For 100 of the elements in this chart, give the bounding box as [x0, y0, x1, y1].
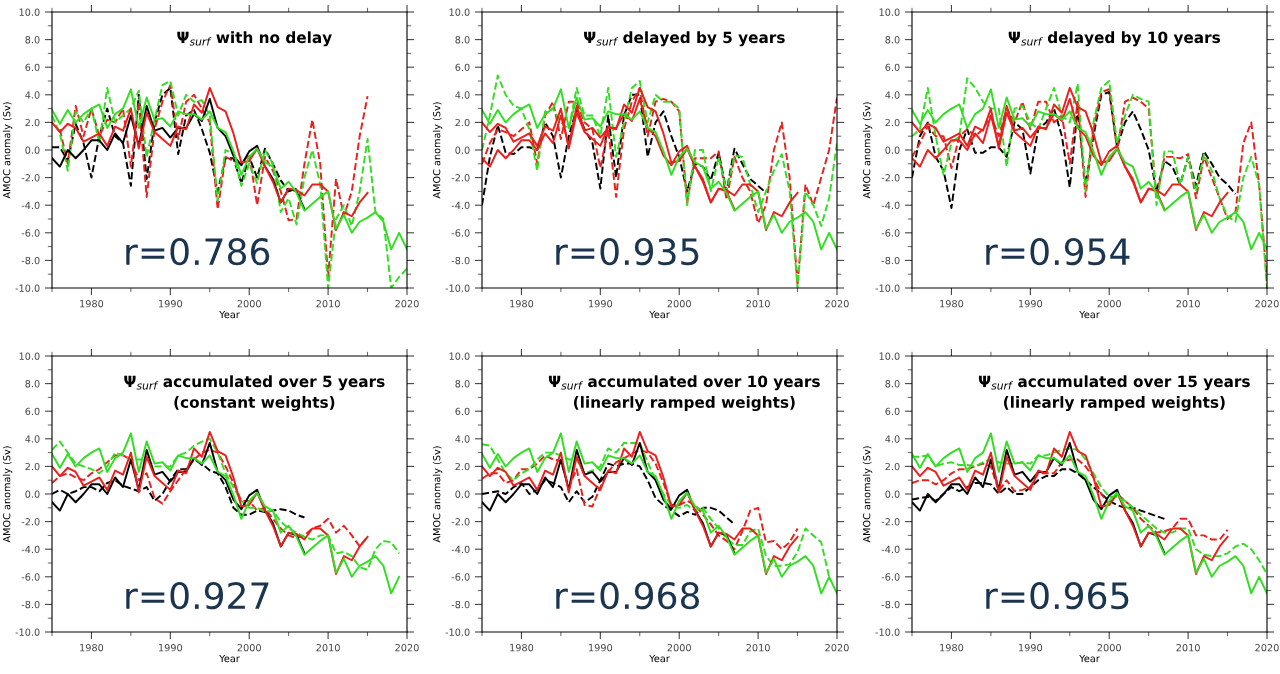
y-tick-label: 0.0: [25, 490, 40, 498]
x-tick-label: 1980: [80, 643, 104, 652]
y-axis-title: AMOC anomaly (Sv): [862, 102, 873, 199]
text: Ψ$_{surf}$ accumulated over 15 years (linearly ramped weights): [978, 375, 1250, 411]
y-tick-label: -8.0: [881, 256, 900, 265]
annotation: r=0.786: [126, 238, 270, 266]
y-tick-label: -10.0: [15, 628, 40, 636]
y-axis-title: AMOC anomaly (Sv): [2, 446, 13, 543]
y-tick-label: -4.0: [881, 201, 900, 210]
x-tick-label: 2020: [1255, 299, 1279, 308]
y-tick-label: 4.0: [885, 91, 900, 99]
x-axis-title: Year: [1079, 310, 1100, 319]
x-tick-label: 1990: [589, 299, 613, 308]
x-tick-label: 2000: [667, 299, 691, 308]
y-tick-label: -4.0: [451, 201, 470, 210]
y-tick-label: -4.0: [21, 545, 40, 554]
y-tick-label: 4.0: [25, 435, 40, 443]
x-tick-label: 2000: [1097, 643, 1121, 652]
y-tick-label: -6.0: [451, 229, 470, 237]
y-tick-label: 0.0: [885, 146, 900, 154]
y-axis-title: AMOC anomaly (Sv): [432, 446, 443, 543]
x-tick-label: 1980: [940, 299, 964, 308]
y-tick-label: 4.0: [885, 435, 900, 443]
y-tick-label: 6.0: [455, 407, 470, 416]
y-tick-label: -6.0: [881, 229, 900, 237]
text: Ψ$_{surf}$ accumulated over 10 years (linearly ramped weights): [548, 375, 820, 411]
y-tick-label: -10.0: [875, 284, 900, 292]
x-tick-label: 2010: [746, 643, 770, 652]
x-tick-label: 1980: [510, 643, 534, 652]
y-tick-label: 4.0: [455, 91, 470, 99]
x-tick-label: 2010: [1176, 299, 1200, 308]
annotation: r=0.968: [556, 582, 700, 610]
y-tick-label: 8.0: [455, 36, 470, 44]
y-tick-label: 6.0: [25, 63, 40, 72]
y-tick-label: 10.0: [449, 8, 470, 16]
x-tick-label: 2010: [746, 299, 770, 308]
y-tick-label: 6.0: [455, 63, 470, 72]
y-tick-label: -6.0: [21, 573, 40, 581]
y-tick-label: -2.0: [881, 174, 900, 182]
x-tick-label: 1980: [510, 299, 534, 308]
x-tick-label: 2000: [237, 643, 261, 652]
y-tick-label: 8.0: [885, 36, 900, 44]
y-tick-label: -8.0: [881, 600, 900, 609]
text: Ψ$_{surf}$ delayed by 5 years: [584, 31, 785, 47]
y-tick-label: 2.0: [885, 118, 900, 127]
y-tick-label: 0.0: [455, 146, 470, 154]
x-tick-label: 1980: [940, 643, 964, 652]
y-tick-label: 8.0: [25, 36, 40, 44]
x-tick-label: 2010: [316, 643, 340, 652]
y-tick-label: 4.0: [25, 91, 40, 99]
x-axis-title: Year: [219, 654, 240, 663]
text: Ψ$_{surf}$ accumulated over 5 years (constant weights): [124, 375, 385, 411]
x-tick-label: 2010: [316, 299, 340, 308]
annotation: r=0.927: [126, 582, 269, 610]
y-tick-label: -8.0: [451, 600, 470, 609]
x-tick-label: 2010: [1176, 643, 1200, 652]
y-tick-label: -6.0: [21, 229, 40, 237]
y-tick-label: 8.0: [25, 380, 40, 388]
y-tick-label: -2.0: [21, 174, 40, 182]
y-axis-title: AMOC anomaly (Sv): [862, 446, 873, 543]
x-tick-label: 2020: [395, 643, 419, 652]
x-tick-label: 2020: [825, 643, 849, 652]
x-axis-title: Year: [219, 310, 240, 319]
y-tick-label: 6.0: [885, 63, 900, 72]
y-tick-label: -6.0: [881, 573, 900, 581]
annotation: r=0.954: [986, 238, 1130, 266]
annotation: r=0.965: [986, 582, 1129, 610]
y-tick-label: 6.0: [25, 407, 40, 416]
x-tick-label: 1990: [159, 643, 183, 652]
y-tick-label: -4.0: [21, 201, 40, 210]
y-tick-label: -8.0: [21, 600, 40, 609]
x-tick-label: 2020: [395, 299, 419, 308]
y-tick-label: -8.0: [451, 256, 470, 265]
y-tick-label: 2.0: [25, 118, 40, 127]
x-tick-label: 2000: [667, 643, 691, 652]
y-tick-label: 6.0: [885, 407, 900, 416]
y-tick-label: 0.0: [25, 146, 40, 154]
y-tick-label: 4.0: [455, 435, 470, 443]
x-axis-title: Year: [1079, 654, 1100, 663]
x-tick-label: 1990: [159, 299, 183, 308]
y-axis-title: AMOC anomaly (Sv): [2, 102, 13, 199]
x-tick-label: 1980: [80, 299, 104, 308]
y-tick-label: 10.0: [449, 352, 470, 360]
y-tick-label: -6.0: [451, 573, 470, 581]
y-axis-title: AMOC anomaly (Sv): [432, 102, 443, 199]
y-tick-label: -10.0: [875, 628, 900, 636]
y-tick-label: 10.0: [879, 352, 900, 360]
y-tick-label: 2.0: [885, 462, 900, 471]
x-tick-label: 1990: [1019, 643, 1043, 652]
y-tick-label: 10.0: [19, 8, 40, 16]
y-tick-label: 2.0: [25, 462, 40, 471]
y-tick-label: -2.0: [451, 518, 470, 526]
y-tick-label: -10.0: [15, 284, 40, 292]
x-axis-title: Year: [649, 310, 670, 319]
y-tick-label: 2.0: [455, 462, 470, 471]
x-tick-label: 1990: [589, 643, 613, 652]
x-tick-label: 2020: [1255, 643, 1279, 652]
y-tick-label: -4.0: [451, 545, 470, 554]
y-tick-label: 0.0: [885, 490, 900, 498]
y-tick-label: 2.0: [455, 118, 470, 127]
